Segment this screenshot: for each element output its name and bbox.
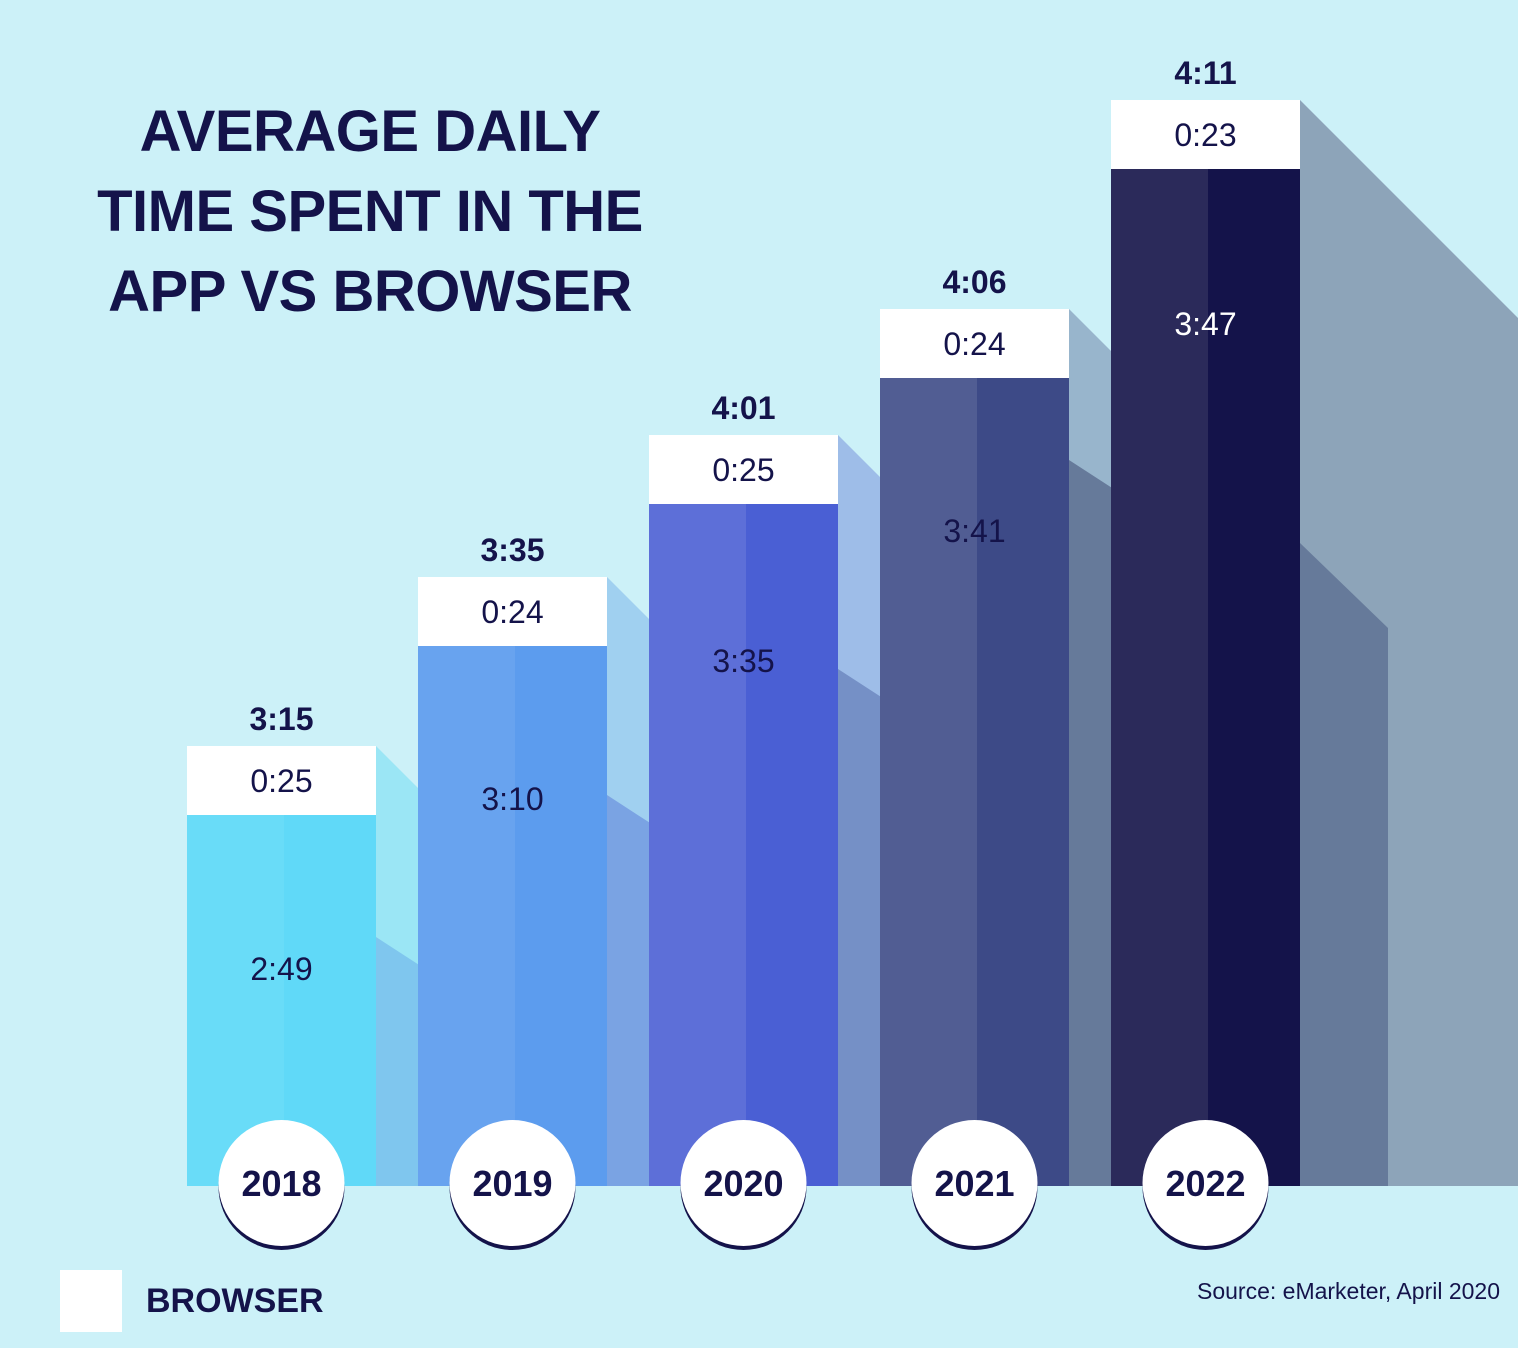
chart-title: AVERAGE DAILY TIME SPENT IN THE APP VS B… [60, 92, 680, 332]
app-segment-2020-right [746, 504, 838, 1186]
bar-inner-shadow-2019 [607, 795, 649, 1186]
bars [187, 100, 1300, 1186]
app-segment-2022-left [1111, 169, 1208, 1186]
app-value-label-2022: 3:47 [1174, 306, 1236, 342]
year-label-2019: 2019 [472, 1163, 552, 1204]
year-badges: 2018 2019 2020 2021 2022 [218, 1120, 1269, 1250]
browser-segment-2019 [418, 577, 607, 646]
app-segment-2020-left [649, 504, 746, 1186]
title-line-2: TIME SPENT IN THE [97, 179, 643, 244]
browser-value-label-2019: 0:24 [481, 594, 543, 630]
bar-inner-shadow-2018 [376, 937, 418, 1186]
browser-segment-2021 [880, 309, 1069, 378]
app-segment-2022-right [1208, 169, 1300, 1186]
app-segment-2019-right [515, 646, 607, 1186]
title-line-3: APP VS BROWSER [108, 259, 632, 324]
app-value-label-2019: 3:10 [481, 781, 543, 817]
year-label-2020: 2020 [703, 1163, 783, 1204]
app-segment-2021-left [880, 378, 977, 1186]
app-value-label-2018: 2:49 [250, 951, 312, 987]
browser-value-label-2018: 0:25 [250, 763, 312, 799]
legend: BROWSER [60, 1270, 324, 1332]
browser-segment-2022 [1111, 100, 1300, 169]
browser-segment-2020 [649, 435, 838, 504]
year-badge-2018 [218, 1120, 345, 1246]
bar-inner-shadow-2022 [1300, 543, 1388, 1186]
app-segment-2019-left [418, 646, 515, 1186]
browser-value-label-2022: 0:23 [1174, 117, 1236, 153]
bar-inner-shadow-2021 [1069, 460, 1111, 1186]
source-note: Source: eMarketer, April 2020 [1197, 1278, 1500, 1304]
year-badge-2021 [911, 1120, 1038, 1246]
browser-segment-2018 [187, 746, 376, 815]
total-label-2020: 4:01 [711, 390, 775, 426]
bar-inner-shadow-2020 [838, 669, 880, 1186]
year-badge-2020 [680, 1120, 807, 1246]
browser-value-label-2021: 0:24 [943, 326, 1005, 362]
year-label-2021: 2021 [934, 1163, 1014, 1204]
year-badge-2019 [449, 1120, 576, 1246]
year-badge-2022 [1142, 1120, 1269, 1246]
total-label-2022: 4:11 [1174, 55, 1236, 91]
bar-labels: 3:15 0:25 2:49 3:35 0:24 3:10 4:01 0:25 3:35 4:06… [249, 55, 1236, 987]
app-value-label-2021: 3:41 [943, 513, 1005, 549]
title-line-1: AVERAGE DAILY [139, 99, 601, 164]
legend-swatch-browser [60, 1270, 122, 1332]
legend-label-browser: BROWSER [146, 1281, 324, 1320]
total-label-2019: 3:35 [480, 532, 544, 568]
app-segment-2021-right [977, 378, 1069, 1186]
app-value-label-2020: 3:35 [712, 643, 774, 679]
year-label-2018: 2018 [241, 1163, 321, 1204]
browser-value-label-2020: 0:25 [712, 452, 774, 488]
total-label-2021: 4:06 [942, 264, 1006, 300]
total-label-2018: 3:15 [249, 701, 313, 737]
year-label-2022: 2022 [1165, 1163, 1245, 1204]
